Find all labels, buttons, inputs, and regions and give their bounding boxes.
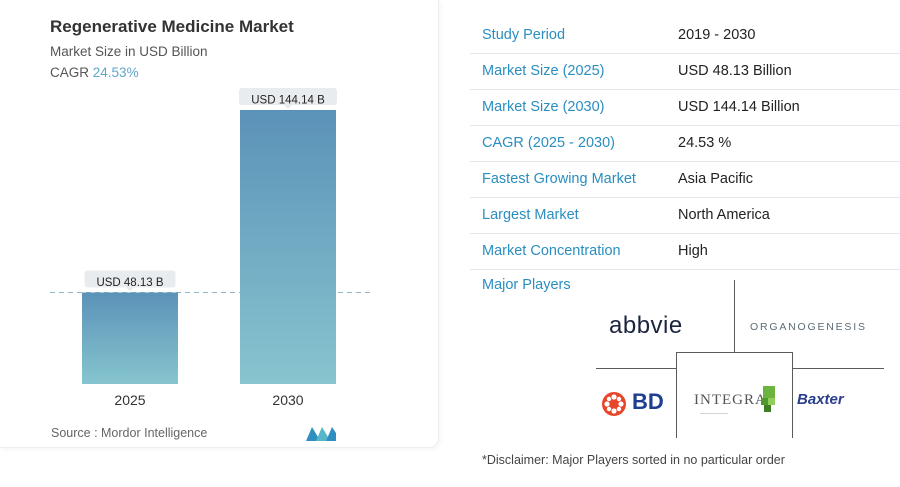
stat-row: Study Period 2019 - 2030 [470, 18, 900, 54]
stat-row: CAGR (2025 - 2030) 24.53 % [470, 126, 900, 162]
data-label: USD 144.14 B [251, 95, 325, 107]
integra-logo: INTEGRA [694, 392, 767, 408]
bar [240, 110, 336, 384]
disclaimer: *Disclaimer: Major Players sorted in no … [482, 453, 785, 467]
bar-chart: USD 48.13 B 2025 USD 144.14 B 2030 [50, 88, 372, 408]
chart-card: Regenerative Medicine Market Market Size… [0, 0, 439, 448]
data-label-pointer [284, 105, 292, 109]
stat-label: Fastest Growing Market [482, 171, 636, 187]
major-players-label: Major Players [482, 277, 571, 293]
stat-value: USD 144.14 Billion [678, 99, 800, 115]
cagr-label: CAGR [50, 65, 90, 80]
cagr-value: 24.53% [92, 65, 139, 80]
market-stats-table: Study Period 2019 - 2030 Market Size (20… [470, 18, 900, 270]
stat-label: Study Period [482, 27, 566, 43]
stat-row: Largest Market North America [470, 198, 900, 234]
stat-row: Fastest Growing Market Asia Pacific [470, 162, 900, 198]
logo-grid-divider [792, 352, 793, 438]
data-label-pointer [126, 287, 134, 292]
stat-value: 2019 - 2030 [678, 27, 756, 43]
cagr-line: CAGR 24.53% [50, 65, 139, 80]
bd-logo-text: BD [632, 389, 664, 414]
stat-label: Market Size (2025) [482, 63, 605, 79]
stat-label: Largest Market [482, 207, 579, 223]
stat-value: USD 48.13 Billion [678, 63, 792, 79]
stat-value: High [678, 243, 708, 259]
stat-row: Market Size (2025) USD 48.13 Billion [470, 54, 900, 90]
stat-value: 24.53 % [678, 135, 732, 151]
logo-grid-divider [676, 352, 792, 353]
stat-label: CAGR (2025 - 2030) [482, 135, 615, 151]
stat-row: Market Concentration High [470, 234, 900, 270]
data-label-background [84, 270, 176, 288]
data-label-background [239, 88, 337, 105]
integra-tagline-mark: ──────── [700, 411, 729, 417]
stat-value: Asia Pacific [678, 171, 753, 187]
logo-grid-divider [734, 280, 735, 352]
stat-row: Market Size (2030) USD 144.14 Billion [470, 90, 900, 126]
source-note: Source : Mordor Intelligence [51, 426, 208, 440]
stat-label: Market Size (2030) [482, 99, 605, 115]
chart-subtitle: Market Size in USD Billion [50, 44, 208, 59]
logo-grid-divider [596, 368, 676, 369]
chart-title: Regenerative Medicine Market [50, 17, 294, 36]
mordor-logo-icon [306, 427, 336, 441]
x-tick-label: 2030 [272, 392, 303, 408]
x-tick-label: 2025 [114, 392, 145, 408]
stat-label: Market Concentration [482, 243, 621, 259]
stat-value: North America [678, 207, 770, 223]
abbvie-logo: abbvie [609, 312, 683, 339]
logo-grid-divider [676, 352, 677, 438]
logo-grid-divider [792, 368, 884, 369]
bar [82, 292, 178, 384]
baxter-logo: Baxter [797, 391, 844, 408]
bd-logo-icon [602, 392, 626, 416]
organogenesis-logo: ORGANOGENESIS [750, 321, 867, 333]
data-label: USD 48.13 B [96, 277, 163, 289]
integra-mark-icon [761, 386, 775, 412]
